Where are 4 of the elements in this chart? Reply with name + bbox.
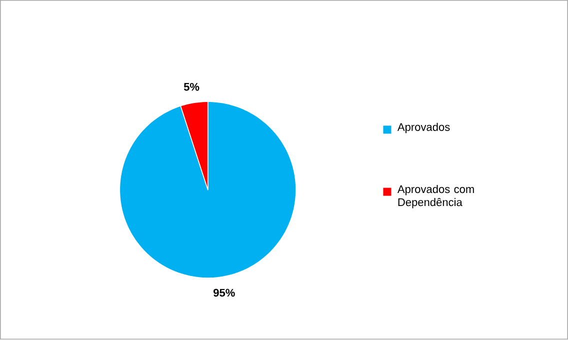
data-label: 5% bbox=[184, 83, 200, 91]
legend-label: Aprovados com Dependência bbox=[397, 185, 474, 209]
data-label: 95% bbox=[213, 289, 235, 297]
legend-label: Aprovados bbox=[397, 123, 450, 134]
